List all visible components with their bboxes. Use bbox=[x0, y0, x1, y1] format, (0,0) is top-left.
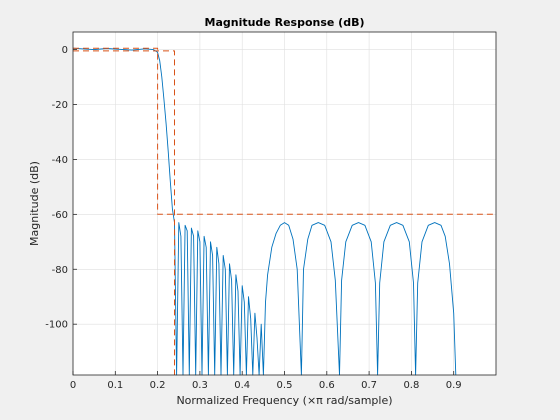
x-tick-label: 0 bbox=[70, 380, 76, 391]
plot-lines bbox=[72, 47, 496, 376]
x-tick-label: 0.5 bbox=[277, 380, 293, 391]
x-tick-label: 0.6 bbox=[319, 380, 335, 391]
y-axis-label: Magnitude (dB) bbox=[28, 161, 41, 246]
x-tick-label: 0.2 bbox=[150, 380, 166, 391]
magnitude-response-line bbox=[72, 47, 457, 376]
y-tick-label: -100 bbox=[45, 320, 68, 331]
y-tick-label: -40 bbox=[52, 155, 68, 166]
x-axis-label: Normalized Frequency (×π rad/sample) bbox=[176, 394, 392, 407]
x-tick-label: 0.7 bbox=[361, 380, 377, 391]
grid bbox=[72, 32, 496, 375]
y-tick-label: -60 bbox=[52, 210, 68, 221]
mask-line-2 bbox=[73, 50, 175, 375]
x-tick-label: 0.3 bbox=[192, 380, 208, 391]
x-tick-label: 0.9 bbox=[446, 380, 462, 391]
chart-title: Magnitude Response (dB) bbox=[205, 16, 365, 29]
mask-line-1 bbox=[73, 47, 496, 215]
x-tick-label: 0.8 bbox=[403, 380, 419, 391]
y-tick-label: -80 bbox=[52, 265, 68, 276]
y-tick-label: 0 bbox=[62, 45, 68, 56]
x-tick-label: 0.4 bbox=[234, 380, 250, 391]
x-tick-label: 0.1 bbox=[107, 380, 123, 391]
y-tick-label: -20 bbox=[52, 100, 68, 111]
ticks: 0 0.1 0.2 0.3 0.4 0.5 0.6 0.7 0.8 0.9 0 -20 -40 -60 -8… bbox=[45, 45, 461, 391]
